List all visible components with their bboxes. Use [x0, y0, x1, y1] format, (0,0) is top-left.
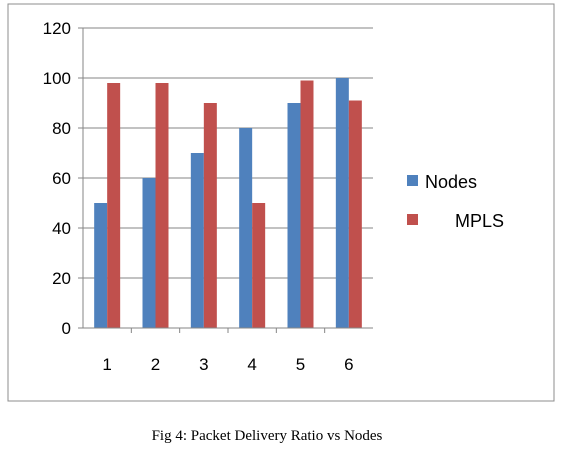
bar-mpls-3 [203, 103, 217, 328]
bar-mpls-6 [348, 100, 362, 328]
x-tick-label: 2 [151, 355, 160, 374]
legend: Nodes MPLS [407, 172, 504, 231]
y-tick-label: 60 [52, 169, 71, 188]
legend-label-nodes: Nodes [425, 172, 477, 192]
bars [94, 78, 362, 328]
chart: 0 20 40 60 80 100 120 1 2 3 4 5 6 Nodes MPLS [7, 3, 555, 402]
bar-nodes-6 [335, 78, 349, 328]
gridlines [83, 27, 373, 279]
bar-nodes-3 [190, 153, 204, 328]
y-tick-labels: 0 20 40 60 80 100 120 [43, 19, 83, 338]
bar-nodes-2 [142, 178, 156, 328]
x-tick-label: 5 [296, 355, 305, 374]
y-tick-label: 120 [43, 19, 71, 38]
figure-caption: Fig 4: Packet Delivery Ratio vs Nodes [151, 428, 383, 444]
chart-border [7, 3, 555, 402]
y-tick-label: 0 [62, 319, 71, 338]
x-tick-label: 4 [247, 355, 256, 374]
bar-mpls-1 [107, 83, 121, 328]
x-tick-label: 6 [344, 355, 353, 374]
x-tick-labels: 1 2 3 4 5 6 [102, 328, 354, 374]
legend-label-mpls: MPLS [455, 211, 504, 231]
bar-nodes-4 [239, 128, 253, 328]
bar-mpls-4 [252, 203, 266, 328]
y-tick-label: 100 [43, 69, 71, 88]
bar-mpls-2 [155, 83, 169, 328]
y-tick-label: 20 [52, 269, 71, 288]
x-tick-label: 1 [102, 355, 111, 374]
bar-nodes-1 [94, 203, 108, 328]
y-tick-label: 40 [52, 219, 71, 238]
legend-swatch-nodes [407, 175, 418, 186]
bar-mpls-5 [300, 80, 314, 328]
x-tick-label: 3 [199, 355, 208, 374]
y-tick-label: 80 [52, 119, 71, 138]
bar-nodes-5 [287, 103, 301, 328]
legend-swatch-mpls [407, 214, 418, 225]
